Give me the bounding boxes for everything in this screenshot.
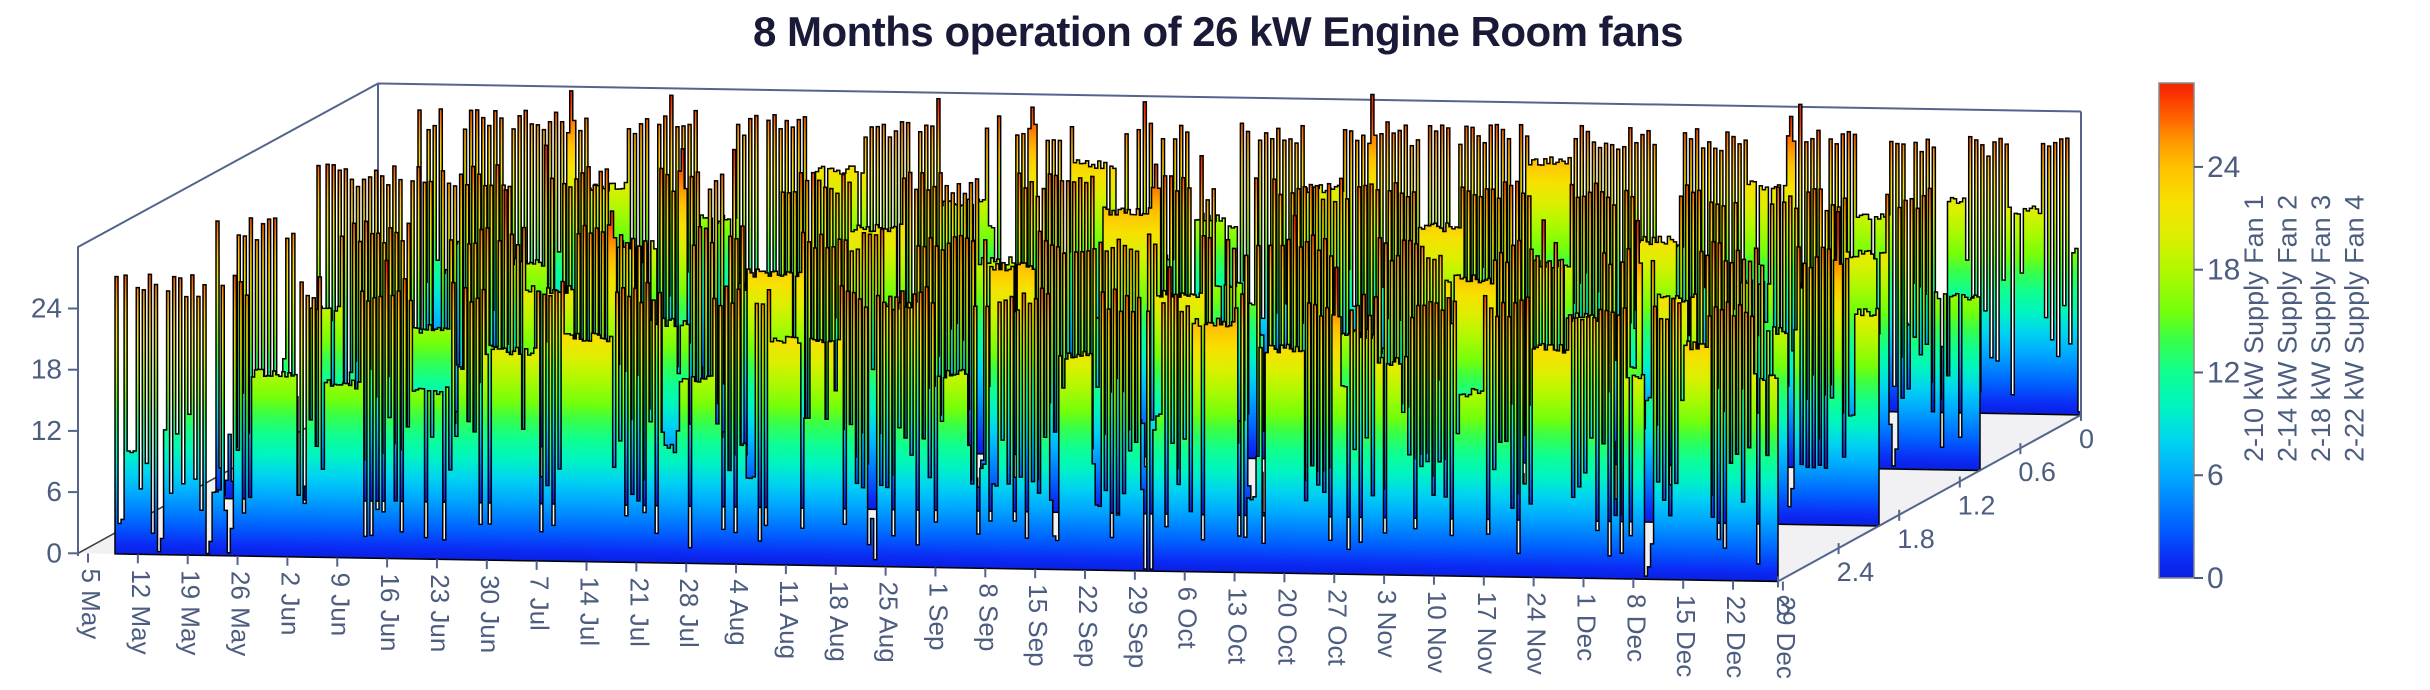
colorbar-tick-label: 12 [2207,356,2240,389]
x-tick-label: 17 Nov [1472,592,1502,674]
colorbar-tick-label: 0 [2207,562,2224,595]
x-tick-label: 11 Aug [774,580,804,659]
x-tick-label: 4 Aug [724,579,754,646]
x-tick-label: 30 Jun [475,575,505,653]
x-tick-label: 26 May [226,571,256,656]
depth-tick-label: 2.4 [1837,557,1875,587]
x-tick-label: 23 Jun [425,574,455,652]
z-tick-label: 12 [31,415,62,446]
colorbar-tick-label: 18 [2207,254,2240,287]
x-tick-label: 28 Jul [674,578,704,647]
x-tick-label: 21 Jul [624,578,654,647]
colorbar-tick-label: 24 [2207,151,2240,184]
x-tick-label: 1 Sep [923,583,953,651]
colorbar: 0 6 12 18 24 [2158,82,2240,595]
x-tick-label: 10 Nov [1422,591,1452,673]
x-tick-label: 18 Aug [824,581,854,662]
x-tick-label: 25 Aug [874,582,904,663]
x-tick-label: 19 May [176,570,206,655]
x-tick-label: 8 Sep [973,583,1003,651]
x-tick-label: 12 May [126,569,156,654]
x-tick-label: 9 Jun [325,573,355,637]
x-tick-label: 7 Jul [525,576,555,631]
depth-axis: 3 2.4 1.8 1.2 0.6 0 [1776,409,2094,620]
depth-tick-label: 3 [1776,590,1791,620]
x-tick-label: 1 Dec [1572,593,1602,661]
x-tick-label: 3 Nov [1372,590,1402,658]
depth-tick-label: 1.8 [1897,524,1935,554]
ribbon-2-10-kw-supply-fan-1 [114,259,1779,583]
x-tick-label: 29 Dec [1771,597,1801,679]
x-tick-label: 6 Oct [1173,587,1203,650]
fan-label: 2-22 kW Supply Fan 4 [2340,195,2370,462]
x-tick-label: 16 Jun [375,573,405,651]
z-axis: 0 6 12 18 24 [31,293,79,568]
x-tick-label: 15 Dec [1671,595,1701,677]
z-tick-label: 6 [46,476,62,507]
depth-tick-label: 0.6 [2018,457,2056,487]
depth-tick-label: 0 [2079,424,2094,454]
depth-axis-line [1777,414,2082,583]
x-tick-label: 22 Sep [1073,585,1103,667]
x-tick-label: 14 Jul [575,577,605,646]
x-tick-label: 5 May [76,569,106,640]
z-tick-label: 24 [31,293,62,324]
chart-title: 8 Months operation of 26 kW Engine Room … [752,8,1684,55]
ribbon-group [114,259,1779,583]
fan-label: 2-18 kW Supply Fan 3 [2306,195,2336,462]
x-tick-label: 24 Nov [1522,592,1552,674]
x-tick-label: 8 Dec [1621,594,1651,662]
x-tick-label: 29 Sep [1123,586,1153,668]
colorbar-tick-label: 6 [2207,459,2224,492]
colorbar-bar [2158,82,2195,579]
fan-label: 2-14 kW Supply Fan 2 [2273,195,2303,462]
x-tick-label: 13 Oct [1223,587,1253,664]
z-tick-label: 18 [31,354,62,385]
x-tick-label: 20 Oct [1272,588,1302,665]
x-tick-label: 27 Oct [1322,589,1352,666]
fan-label: 2-10 kW Supply Fan 1 [2239,195,2269,462]
depth-tick-label: 1.2 [1958,491,1996,521]
ribbons [114,90,2082,583]
z-tick-label: 0 [46,537,62,568]
x-tick-label: 2 Jun [275,572,305,636]
fan-legend: 2-10 kW Supply Fan 1 2-14 kW Supply Fan 2… [2239,195,2370,462]
x-tick-label: 15 Sep [1023,584,1053,666]
x-tick-label: 22 Dec [1721,596,1751,678]
x-axis: 5 May 12 May 19 May 26 May 2 Jun 9 Jun 16 Jun 2… [76,553,1801,679]
box-top-edges [77,82,2082,556]
